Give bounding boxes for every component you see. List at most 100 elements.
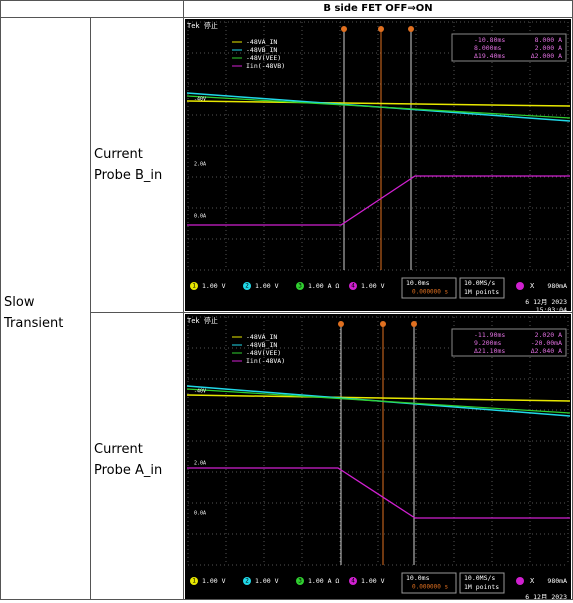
cursor-readout: 8.000ms — [474, 44, 501, 52]
level-label: -40V — [194, 97, 206, 103]
cursor-readout: Δ2.040 A — [531, 347, 562, 355]
channel-scale: 1.00 V — [202, 282, 226, 290]
level-label: -40V — [194, 389, 206, 395]
row-label-line: Probe B_in — [94, 168, 163, 183]
cursor-box — [451, 328, 567, 357]
legend-label: -48V(VEE) — [246, 349, 281, 357]
brand: Tek 停止 — [187, 316, 218, 325]
channel-number: 4 — [351, 283, 355, 290]
cursor-readout: 8.000 A — [535, 36, 562, 44]
scope-screen: Tek 停止 -48VA_IN-48VB_IN-48V(VEE)Iin(-48VA… — [185, 314, 571, 603]
trace-green — [186, 388, 571, 414]
channel-scale: 1.00 A Ω — [308, 577, 339, 585]
channel-badge — [190, 577, 198, 585]
legend-label: -48VA_IN — [246, 38, 277, 46]
legend-label: Iin(-48VB) — [246, 62, 285, 70]
trigger-badge — [516, 577, 524, 585]
cursor-marker — [411, 321, 417, 327]
channel-badge — [349, 577, 357, 585]
cursor-readout: 2.020 A — [535, 331, 562, 339]
record-length: 1M points — [464, 583, 499, 591]
screen-bg — [185, 314, 571, 603]
cursor-marker — [380, 321, 386, 327]
cursor-readout: -11.90ms — [474, 331, 505, 339]
timestamp: 6 12月 2023 — [525, 593, 567, 599]
timebase: 10.0ms — [406, 279, 430, 287]
row-label-line: Current — [94, 147, 143, 162]
sample-rate: 10.0MS/s — [464, 574, 495, 582]
timestamp: 15:03:04 — [536, 306, 567, 312]
group-label: Slow Transient — [0, 17, 91, 600]
brand: Tek 停止 — [187, 21, 218, 30]
channel-badge — [349, 282, 357, 290]
cursor-readout: Δ2.000 A — [531, 52, 562, 60]
channel-badge — [296, 577, 304, 585]
channel-scale: 1.00 V — [255, 577, 279, 585]
trace-green — [186, 95, 571, 119]
legend-label: -48VA_IN — [246, 333, 277, 341]
channel-scale: 1.00 A Ω — [308, 282, 339, 290]
cursor-readout: -10.80ms — [474, 36, 505, 44]
scope-screen: Tek 停止 -48VA_IN-48VB_IN-48V(VEE)Iin(-48VB… — [185, 19, 571, 314]
channel-scale: 1.00 V — [361, 282, 385, 290]
legend-label: Iin(-48VA) — [246, 357, 285, 365]
channel-number: 4 — [351, 578, 355, 585]
row-label-line: Current — [94, 442, 143, 457]
legend-label: -48VB_IN — [246, 341, 277, 349]
trigger-level: 980mA — [547, 577, 567, 585]
level-label: 0.0A — [194, 214, 206, 220]
cursor-readout: Δ21.10ms — [474, 347, 505, 355]
timebase: 10.0ms — [406, 574, 430, 582]
cursor-readout: 9.200ms — [474, 339, 501, 347]
record-length: 1M points — [464, 288, 499, 296]
timestamp: 6 12月 2023 — [525, 298, 567, 306]
row-label: Current Probe A_in — [90, 312, 184, 600]
channel-number: 2 — [245, 578, 249, 585]
column-header: B side FET OFF⇒ON — [183, 0, 573, 18]
group-label-line: Transient — [4, 316, 64, 331]
cursor-marker — [378, 26, 384, 32]
channel-badge — [190, 282, 198, 290]
cursor-readout: 2.000 A — [535, 44, 562, 52]
row-label-line: Probe A_in — [94, 463, 163, 478]
trace-magenta — [187, 467, 570, 519]
trace-magenta — [187, 175, 570, 226]
channel-number: 2 — [245, 283, 249, 290]
trigger-badge — [516, 282, 524, 290]
level-label: 2.0A — [194, 162, 206, 168]
channel-number: 3 — [298, 283, 302, 290]
row-label: Current Probe B_in — [90, 17, 184, 313]
legend-label: -48VB_IN — [246, 46, 277, 54]
trigger-delay: 0.000000 s — [412, 584, 449, 591]
cursor-marker — [408, 26, 414, 32]
trace-yellow — [186, 100, 571, 107]
level-label: 0.0A — [194, 511, 206, 517]
channel-badge — [243, 282, 251, 290]
channel-badge — [296, 282, 304, 290]
cursor-marker — [341, 26, 347, 32]
sample-rate: 10.0MS/s — [464, 279, 495, 287]
channel-scale: 1.00 V — [255, 282, 279, 290]
channel-number: 1 — [192, 578, 196, 585]
scope-cell: Tek 停止 -48VA_IN -48VB_IN -48V(VEE) Iin(-48VB… — [183, 17, 573, 314]
cursor-readout: Δ19.40ms — [474, 52, 505, 60]
trace-yellow — [186, 394, 571, 402]
cursor-box — [451, 33, 567, 62]
trigger-delay: 0.000000 s — [412, 289, 449, 296]
scope-cell: Tek 停止 -48VA_IN -48VB_IN -48V(VEE) Iin(-48VA… — [183, 312, 573, 603]
timebase-box — [401, 572, 457, 594]
channel-number: 3 — [298, 578, 302, 585]
trigger-level: 980mA — [547, 282, 567, 290]
group-label-line: Slow — [4, 295, 35, 310]
channel-scale: 1.00 V — [202, 577, 226, 585]
timebase-box — [401, 277, 457, 299]
acq-box — [459, 277, 505, 299]
level-label: 2.0A — [194, 461, 206, 467]
trigger-type: X — [530, 282, 535, 290]
acq-box — [459, 572, 505, 594]
channel-badge — [243, 577, 251, 585]
channel-number: 1 — [192, 283, 196, 290]
channel-scale: 1.00 V — [361, 577, 385, 585]
trigger-type: X — [530, 577, 535, 585]
